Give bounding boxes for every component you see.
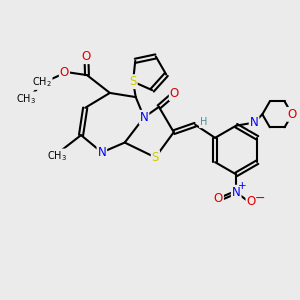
Text: S: S (129, 75, 137, 88)
Text: O: O (246, 195, 256, 208)
Text: N: N (250, 116, 258, 129)
Text: N: N (232, 186, 241, 199)
Text: O: O (82, 50, 91, 63)
Text: N: N (98, 146, 106, 159)
Text: CH$_3$: CH$_3$ (47, 149, 67, 163)
Text: O: O (60, 66, 69, 79)
Text: H: H (200, 117, 207, 128)
Text: +: + (238, 181, 247, 191)
Text: −: − (255, 192, 265, 205)
Text: N: N (140, 111, 148, 124)
Text: CH$_2$: CH$_2$ (32, 76, 52, 89)
Text: CH$_3$: CH$_3$ (16, 92, 36, 106)
Text: O: O (170, 87, 179, 100)
Text: S: S (152, 151, 159, 164)
Text: O: O (214, 192, 223, 205)
Text: O: O (287, 108, 297, 121)
